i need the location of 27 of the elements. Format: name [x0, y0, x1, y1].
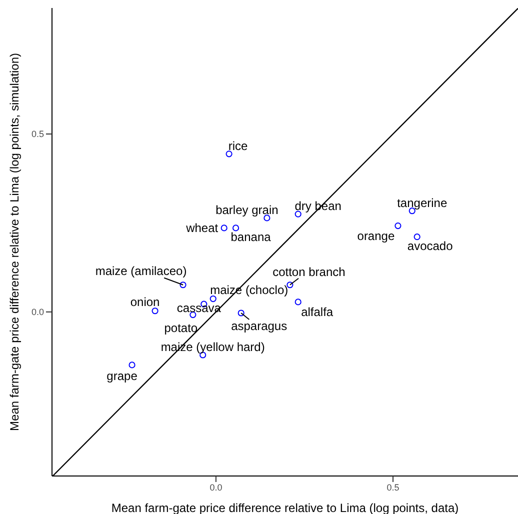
point: [180, 282, 186, 288]
y-axis-title: Mean farm-gate price difference relative to Lima (log points, simulation): [7, 53, 22, 431]
point: [232, 224, 240, 232]
annotation: potato: [164, 320, 198, 335]
annotation: alfalfa: [301, 304, 334, 319]
annotation: avocado: [407, 238, 454, 253]
annotation: tangerine: [397, 196, 448, 210]
point: [294, 298, 302, 306]
point: [152, 308, 158, 314]
annotation: wheat: [185, 220, 219, 235]
annotation: orange: [357, 228, 395, 243]
point: [128, 362, 136, 368]
annotation: barley grain: [216, 202, 278, 217]
point: [238, 310, 244, 316]
annotation: onion: [130, 294, 160, 309]
point: [210, 295, 216, 302]
annotation: cotton branch: [272, 264, 346, 279]
annotation: asparagus: [231, 319, 288, 333]
point: [220, 224, 228, 232]
annotation: rice: [228, 138, 248, 153]
annotation: banana: [230, 230, 272, 244]
point: [414, 234, 420, 240]
point: [286, 282, 294, 288]
point: [394, 222, 402, 230]
point: [226, 150, 232, 158]
annotation: maize (amilaceo): [95, 264, 187, 278]
annotation: grape: [106, 368, 138, 383]
